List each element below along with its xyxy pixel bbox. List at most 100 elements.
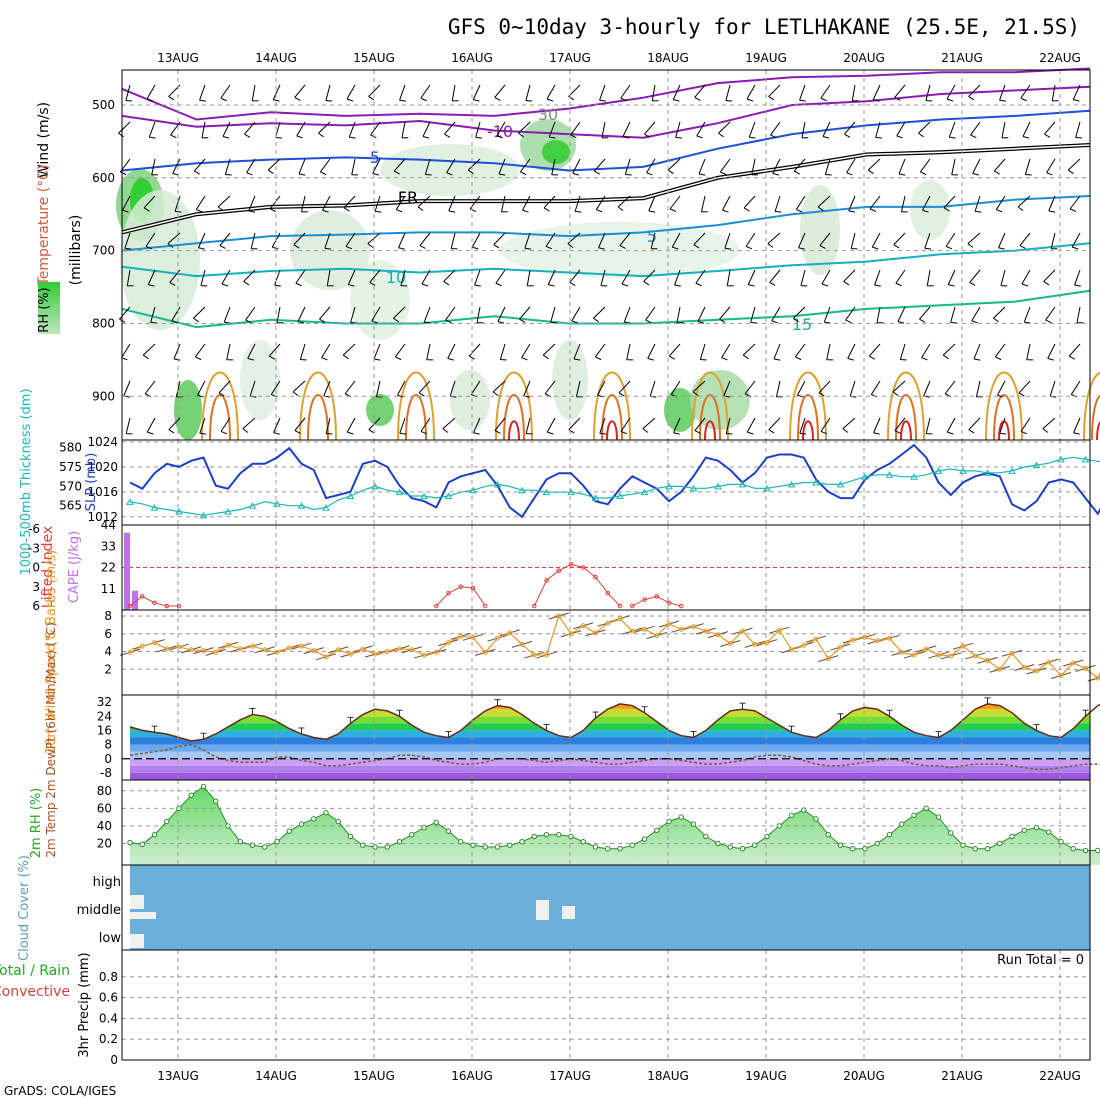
wind-barb xyxy=(551,158,559,176)
wind-barb xyxy=(748,121,756,139)
barb-feather xyxy=(776,396,783,398)
rh-shade xyxy=(664,388,696,432)
date-tick-label: 22AUG xyxy=(1039,1069,1081,1083)
wind-barb xyxy=(547,269,556,287)
barb-feather xyxy=(651,248,658,250)
barb-feather xyxy=(694,430,701,434)
barb-feather xyxy=(701,211,708,213)
temp-contour-20 xyxy=(299,371,337,441)
wind-barb xyxy=(948,121,956,139)
wind-barb xyxy=(571,306,581,324)
barb-feather xyxy=(948,284,955,287)
barb-feather xyxy=(444,133,451,138)
barb-shaft xyxy=(867,158,881,171)
barb-feather xyxy=(620,97,627,102)
wind-barb xyxy=(200,269,208,287)
barb-shaft xyxy=(999,417,1006,434)
barb-shaft xyxy=(621,269,631,285)
barb-feather xyxy=(272,246,279,250)
isotherm-line xyxy=(121,195,1091,252)
li-point xyxy=(127,603,133,609)
li-point xyxy=(544,578,549,583)
slp-axis-label: SLP (mb) xyxy=(84,453,99,512)
wind-barb xyxy=(820,84,831,102)
thickness-point xyxy=(175,508,183,515)
rh-point xyxy=(494,844,501,850)
barb-feather xyxy=(196,209,203,213)
rh-point xyxy=(739,846,746,852)
li-point xyxy=(176,603,182,609)
date-tick-label: 13AUG xyxy=(157,51,199,65)
rh-point xyxy=(886,831,893,838)
wind-barb xyxy=(526,269,534,287)
barb-feather xyxy=(376,396,383,398)
rh-point xyxy=(727,844,733,850)
wind-barb xyxy=(451,84,459,102)
barb-feather xyxy=(252,100,259,102)
slp-tick-label: 1016 xyxy=(87,485,118,499)
wind-barb xyxy=(699,343,707,361)
barb-shaft xyxy=(397,380,406,396)
barb-feather xyxy=(198,247,205,250)
date-axis-bottom: 13AUG 14AUG 15AUG 16AUG 17AUG 18AUG 19AUG 20AUG… xyxy=(157,1069,1081,1083)
barb-feather xyxy=(769,281,776,286)
barb-shaft xyxy=(1001,121,1006,138)
wind-barb xyxy=(417,195,431,212)
barb-shaft xyxy=(844,121,856,135)
wind-speed-point xyxy=(225,642,231,648)
barb-shaft xyxy=(393,306,406,319)
barb-feather xyxy=(844,133,851,138)
barb-shaft xyxy=(246,158,256,173)
barb-feather xyxy=(201,137,209,139)
wind-barb xyxy=(795,195,806,213)
wind-speed-point xyxy=(311,648,317,654)
thickness-point xyxy=(420,492,428,500)
barb-feather xyxy=(421,283,429,287)
barb-shaft xyxy=(950,306,956,323)
barb-feather xyxy=(371,320,378,324)
barb-shaft xyxy=(694,84,706,98)
barb-shaft xyxy=(420,417,431,432)
barb-feather xyxy=(343,207,350,212)
wind-barb xyxy=(692,380,706,397)
contour-label: 15 xyxy=(792,315,812,334)
barb-feather xyxy=(248,210,256,213)
wind-barb xyxy=(325,84,333,102)
wind-speed-point xyxy=(421,652,427,658)
barb-feather xyxy=(751,174,759,176)
barb-feather xyxy=(1020,97,1027,102)
barb-feather xyxy=(351,174,359,176)
barb-shaft xyxy=(525,417,531,434)
barb-feather xyxy=(867,169,874,175)
barb-feather xyxy=(995,356,1002,361)
rh-point xyxy=(911,812,917,819)
barb-shaft xyxy=(350,306,356,323)
wind-barb xyxy=(842,417,856,433)
barb-feather xyxy=(922,209,929,213)
date-tick-label: 15AUG xyxy=(353,1069,395,1083)
barb-feather xyxy=(545,245,553,250)
wind-barb xyxy=(1072,84,1081,102)
barb-feather xyxy=(521,357,528,361)
wind-barb xyxy=(1075,121,1082,139)
wind-barb xyxy=(122,195,131,213)
wind-barb xyxy=(474,269,481,287)
wind-barb xyxy=(995,195,1006,213)
barb-shaft xyxy=(546,84,556,100)
wind-barb xyxy=(725,417,733,435)
wind-barb xyxy=(669,195,681,213)
wind-barb xyxy=(494,417,506,434)
barb-shaft xyxy=(993,158,1006,172)
barb-feather xyxy=(142,354,149,360)
barb-shaft xyxy=(544,380,556,395)
rh-shade xyxy=(240,340,280,420)
barb-feather xyxy=(396,209,403,213)
barb-shaft xyxy=(1071,232,1081,248)
wind-barb xyxy=(298,158,306,176)
thickness-point xyxy=(689,484,698,492)
barb-shaft xyxy=(473,417,481,433)
precip-total-rain-label: Total / Rain xyxy=(0,963,70,979)
rh-point xyxy=(654,827,660,833)
slp-tick-label: 1020 xyxy=(87,460,118,474)
wind-barb xyxy=(624,158,632,176)
